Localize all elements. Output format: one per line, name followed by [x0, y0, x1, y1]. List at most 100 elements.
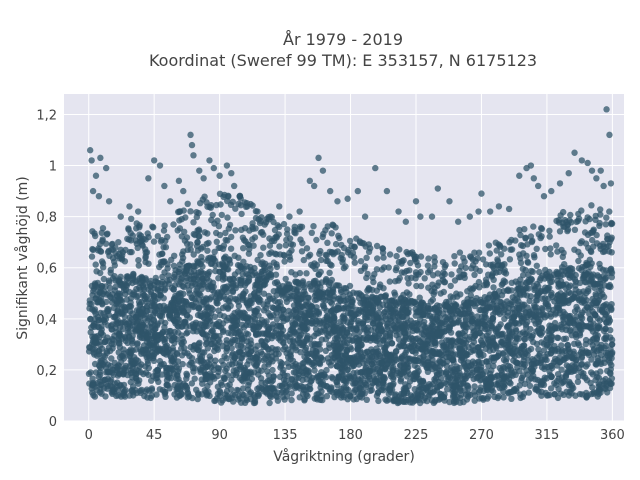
- data-point: [116, 290, 124, 297]
- data-point: [411, 391, 419, 399]
- data-point: [257, 229, 265, 236]
- data-point: [302, 367, 309, 375]
- data-point: [522, 235, 529, 242]
- data-point: [89, 375, 96, 382]
- data-point: [559, 253, 566, 260]
- data-point: [211, 248, 218, 255]
- data-point: [363, 326, 370, 334]
- data-point: [175, 208, 182, 216]
- data-point: [272, 271, 280, 278]
- data-point: [543, 342, 550, 349]
- data-point: [535, 283, 542, 290]
- data-point: [385, 396, 392, 403]
- data-point: [187, 246, 194, 253]
- data-point: [380, 254, 387, 261]
- data-point: [115, 239, 122, 246]
- data-point: [178, 352, 186, 359]
- data-point: [294, 278, 301, 286]
- data-point: [143, 304, 150, 311]
- data-point: [199, 380, 206, 387]
- data-point: [408, 395, 415, 403]
- data-point: [98, 283, 105, 290]
- data-point: [265, 331, 272, 338]
- data-point: [543, 312, 551, 319]
- data-point: [142, 236, 149, 243]
- data-point: [512, 237, 519, 244]
- data-point: [183, 370, 190, 377]
- data-point: [283, 236, 290, 244]
- data-point: [323, 257, 330, 265]
- data-point: [561, 377, 568, 385]
- data-point: [552, 324, 559, 331]
- data-point: [501, 245, 508, 252]
- data-point: [295, 296, 302, 304]
- data-point: [573, 313, 580, 320]
- data-point: [375, 397, 382, 405]
- data-point: [401, 336, 408, 344]
- data-point: [285, 363, 292, 370]
- data-point: [490, 311, 497, 318]
- data-point: [399, 314, 406, 321]
- data-point: [530, 223, 537, 230]
- data-point: [316, 346, 324, 353]
- data-point: [331, 249, 339, 256]
- data-point: [357, 291, 364, 298]
- data-point: [393, 252, 400, 260]
- data-point: [451, 253, 458, 260]
- data-point: [576, 390, 584, 398]
- data-point: [123, 296, 130, 303]
- data-point: [190, 219, 197, 226]
- data-point: [577, 349, 585, 356]
- data-point: [136, 234, 143, 241]
- data-point: [109, 345, 116, 352]
- data-point: [552, 309, 559, 316]
- data-point: [448, 271, 455, 278]
- data-point: [516, 346, 524, 353]
- data-point: [259, 350, 266, 358]
- data-point: [144, 317, 151, 324]
- data-point: [584, 361, 591, 368]
- data-point: [170, 301, 177, 308]
- data-point: [453, 319, 460, 326]
- data-point: [320, 230, 327, 238]
- data-point: [215, 322, 222, 330]
- data-point: [344, 396, 351, 403]
- data-point: [249, 220, 256, 227]
- data-point: [243, 297, 250, 304]
- data-point: [297, 349, 304, 356]
- data-point: [214, 383, 222, 390]
- data-point: [176, 392, 184, 399]
- data-point: [120, 346, 127, 353]
- data-point: [385, 264, 392, 271]
- data-point: [138, 361, 145, 368]
- data-point: [445, 337, 452, 344]
- data-point: [135, 380, 142, 387]
- data-point: [184, 394, 191, 401]
- data-point: [531, 254, 538, 261]
- data-point: [290, 302, 298, 309]
- data-point: [400, 301, 407, 308]
- data-point: [425, 355, 432, 362]
- data-point: [349, 336, 357, 344]
- data-point: [223, 347, 230, 355]
- data-point: [369, 286, 376, 294]
- data-point: [460, 323, 467, 331]
- data-point: [507, 348, 515, 355]
- data-point: [255, 384, 263, 391]
- data-point: [460, 271, 467, 278]
- data-point: [548, 278, 555, 285]
- data-point: [606, 208, 613, 215]
- data-point: [335, 302, 342, 309]
- data-point: [108, 326, 115, 333]
- data-point: [578, 207, 585, 214]
- data-point: [317, 256, 325, 264]
- data-point: [563, 388, 570, 395]
- data-point: [432, 364, 439, 371]
- data-point: [367, 245, 374, 252]
- data-point: [155, 378, 162, 385]
- data-point: [229, 371, 237, 379]
- data-point: [237, 202, 245, 209]
- data-point: [255, 297, 262, 304]
- data-point: [401, 269, 408, 276]
- data-point: [412, 275, 419, 282]
